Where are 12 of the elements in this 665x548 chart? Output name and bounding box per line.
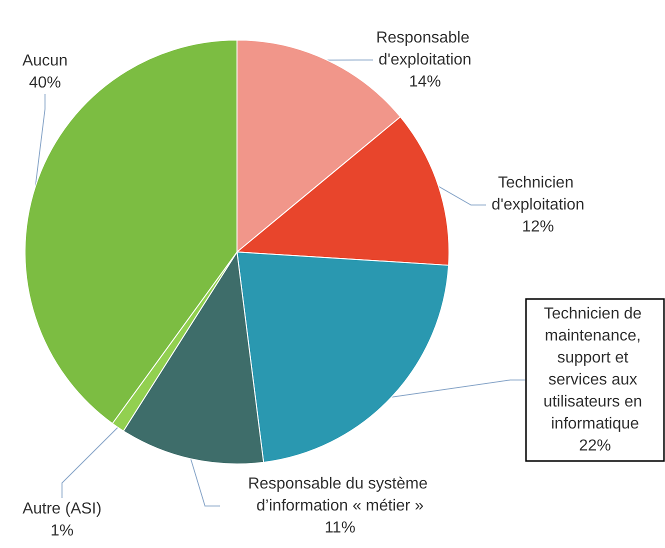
slice-label: Responsable d'exploitation (376, 30, 474, 68)
slice-label: Responsable du système d’information « métier » (248, 476, 432, 514)
slice-label: Autre (ASI) (22, 500, 102, 518)
data-label: 11% (324, 520, 356, 536)
slice-label: Technicien d'exploitation (492, 174, 584, 214)
slice-label: Technicien de maintenance, support et services aux utilisateurs en informatique (543, 306, 647, 432)
data-label: 14% (408, 74, 442, 90)
data-label: 22% (578, 438, 612, 454)
data-label: 40% (28, 74, 62, 92)
data-label: 12% (522, 218, 554, 236)
data-label: 1% (50, 522, 74, 540)
slice-label: Aucun (22, 52, 68, 70)
